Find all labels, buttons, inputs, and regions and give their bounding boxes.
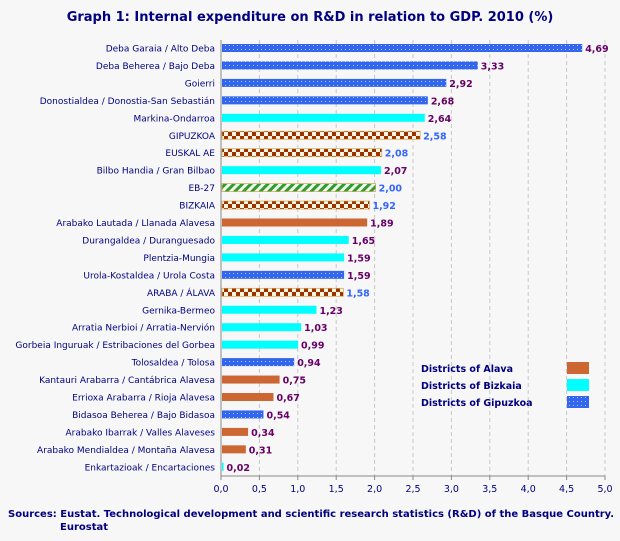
category-label: BIZKAIA xyxy=(179,202,216,212)
bar-bizkaia xyxy=(222,253,345,262)
x-tick-label: 5,0 xyxy=(597,484,612,495)
x-tick-label: 0,5 xyxy=(252,484,267,495)
bar-gipuzkoa xyxy=(222,270,345,279)
data-label: 2,58 xyxy=(423,131,447,142)
bar-gipuzkoa xyxy=(222,96,428,105)
bar-gipuzkoa xyxy=(222,410,264,419)
category-label: Goierri xyxy=(185,79,215,89)
data-label: 0,54 xyxy=(266,410,290,421)
chart-title: Graph 1: Internal expenditure on R&D in … xyxy=(66,10,554,25)
category-label: Arabako Mendialdea / Montaña Alavesa xyxy=(37,446,215,456)
category-label: Kantauri Arabarra / Cantábrica Alavesa xyxy=(39,376,215,386)
x-tick-label: 0,0 xyxy=(213,484,228,495)
bar-aggregate xyxy=(221,148,383,158)
legend-swatch-alava xyxy=(567,362,589,374)
legend-label: Districts of Gipuzkoa xyxy=(421,398,533,409)
data-label: 1,23 xyxy=(319,306,342,317)
bar-bizkaia xyxy=(222,235,349,244)
bar-eu xyxy=(221,183,376,192)
x-tick-label: 4,5 xyxy=(559,484,574,495)
bar-bizkaia xyxy=(222,340,299,349)
bar-gipuzkoa xyxy=(222,358,295,367)
bar-bizkaia xyxy=(222,323,302,332)
bar-alava xyxy=(222,393,274,401)
category-label: EUSKAL AE xyxy=(165,149,215,159)
bar-alava xyxy=(222,445,246,454)
sources-line-1: Sources: Eustat. Technological developme… xyxy=(8,509,615,520)
bar-alava xyxy=(222,218,368,227)
data-label: 0,75 xyxy=(283,376,306,387)
category-label: Markina-Ondarroa xyxy=(134,114,216,124)
x-tick-label: 3,5 xyxy=(482,484,497,495)
legend-label: Districts of Bizkaia xyxy=(421,381,522,392)
data-label: 2,00 xyxy=(379,184,403,195)
bar-gipuzkoa xyxy=(222,44,583,52)
bar-gipuzkoa xyxy=(222,78,447,87)
bar-bizkaia xyxy=(222,462,224,471)
legend-swatch-bizkaia xyxy=(567,379,589,391)
data-label: 0,02 xyxy=(227,463,250,474)
category-label: Tolosaldea / Tolosa xyxy=(131,359,215,369)
data-label: 3,33 xyxy=(481,61,504,72)
data-label: 1,58 xyxy=(346,288,370,299)
category-label: ARABA / ÁLAVA xyxy=(147,287,216,299)
category-label: Gernika-Bermeo xyxy=(142,306,215,316)
category-label: Durangaldea / Duranguesado xyxy=(82,236,215,246)
bar-aggregate xyxy=(221,200,370,210)
category-label: Enkartazioak / Encartaciones xyxy=(85,463,216,473)
bar-gipuzkoa xyxy=(222,61,478,70)
bar-aggregate xyxy=(221,287,344,297)
category-label: Donostialdea / Donostia-San Sebastián xyxy=(40,97,215,107)
data-label: 1,03 xyxy=(304,323,327,334)
sources-line-2: Eurostat xyxy=(60,522,109,533)
category-label: Gorbeia Inguruak / Estribaciones del Gor… xyxy=(15,341,215,351)
data-label: 2,68 xyxy=(431,96,455,107)
category-label: Bilbo Handia / Gran Bilbao xyxy=(97,167,216,177)
bar-bizkaia xyxy=(222,166,381,175)
bar-alava xyxy=(222,427,249,436)
data-label: 1,59 xyxy=(347,271,370,282)
x-tick-label: 1,5 xyxy=(329,484,344,495)
category-label: Deba Garaia / Alto Deba xyxy=(106,45,215,55)
sources-note: Sources: Eustat. Technological developme… xyxy=(8,508,614,534)
data-label: 0,31 xyxy=(249,445,272,456)
data-label: 4,69 xyxy=(585,44,608,55)
data-label: 0,99 xyxy=(301,341,324,352)
bar-alava xyxy=(222,375,280,384)
category-label: Deba Beherea / Bajo Deba xyxy=(96,62,215,72)
data-label: 1,65 xyxy=(352,236,375,247)
data-label: 2,08 xyxy=(385,149,409,160)
category-label: Arabako Ibarrak / Valles Alaveses xyxy=(66,428,216,438)
x-tick-label: 3,0 xyxy=(444,484,459,495)
category-label: EB-27 xyxy=(188,184,215,194)
category-label: GIPUZKOA xyxy=(169,132,216,142)
category-label: Plentzia-Mungia xyxy=(143,254,215,264)
data-label: 2,07 xyxy=(384,166,407,177)
data-label: 1,92 xyxy=(372,201,395,212)
legend-swatch-gipuzkoa xyxy=(567,396,589,408)
data-label: 0,67 xyxy=(276,393,299,404)
data-label: 2,64 xyxy=(428,114,452,125)
category-label: Errioxa Arabarra / Rioja Alavesa xyxy=(72,394,215,404)
data-label: 0,34 xyxy=(251,428,275,439)
x-tick-label: 2,5 xyxy=(405,484,420,495)
category-label: Arabako Lautada / Llanada Alavesa xyxy=(56,219,215,229)
data-label: 1,89 xyxy=(370,219,393,230)
bar-aggregate xyxy=(221,130,421,140)
bar-bizkaia xyxy=(222,305,317,314)
data-label: 0,94 xyxy=(297,358,321,369)
bar-bizkaia xyxy=(222,113,425,122)
legend-label: Districts of Alava xyxy=(421,364,513,375)
x-tick-label: 1,0 xyxy=(290,484,305,495)
x-tick-label: 2,0 xyxy=(367,484,382,495)
data-label: 2,92 xyxy=(449,79,472,90)
category-label: Urola-Kostaldea / Urola Costa xyxy=(83,271,215,281)
data-label: 1,59 xyxy=(347,253,370,264)
category-label: Bidasoa Beherea / Bajo Bidasoa xyxy=(72,411,215,421)
x-tick-label: 4,0 xyxy=(521,484,536,495)
category-label: Arratia Nerbioi / Arratia-Nervión xyxy=(72,323,215,334)
